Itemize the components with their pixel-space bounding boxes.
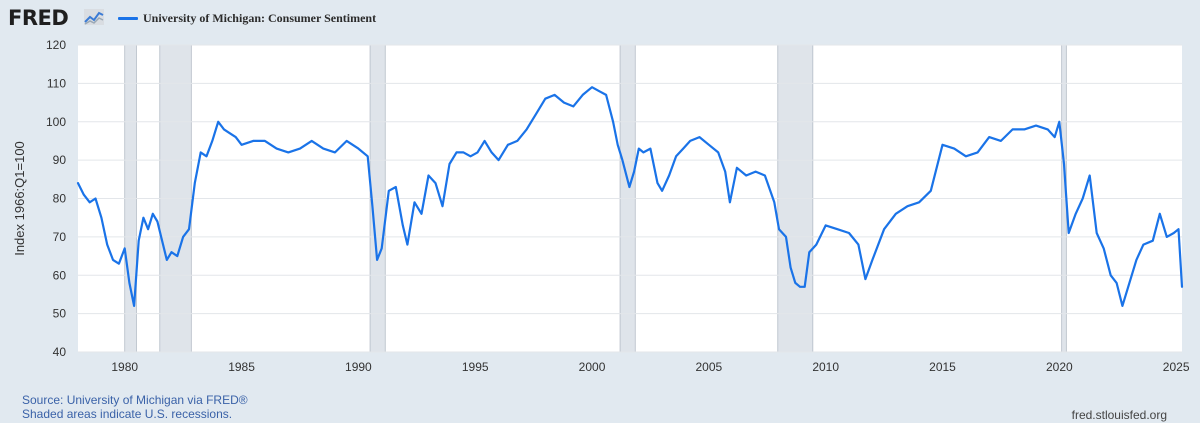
x-tick-label: 2010 (812, 360, 839, 374)
legend-swatch (118, 17, 138, 20)
y-tick-label: 70 (53, 230, 67, 244)
x-tick-label: 2015 (929, 360, 956, 374)
recession-note: Shaded areas indicate U.S. recessions. (22, 407, 233, 421)
y-tick-label: 90 (53, 153, 67, 167)
x-tick-label: 2005 (696, 360, 723, 374)
x-tick-label: 1995 (462, 360, 489, 374)
y-tick-label: 40 (53, 345, 67, 359)
chart-line-icon (84, 9, 104, 25)
x-tick-label: 2020 (1046, 360, 1073, 374)
x-tick-label: 2000 (579, 360, 606, 374)
x-tick-label: 1980 (111, 360, 138, 374)
y-tick-label: 100 (46, 115, 66, 129)
y-tick-label: 60 (53, 268, 67, 282)
x-tick-label: 1985 (228, 360, 255, 374)
y-tick-label: 80 (53, 192, 67, 206)
chart-legend[interactable]: University of Michigan: Consumer Sentime… (118, 11, 376, 26)
x-tick-label: 1990 (345, 360, 372, 374)
y-tick-label: 120 (46, 38, 66, 52)
series-line (76, 86, 1184, 307)
y-tick-label: 110 (47, 76, 66, 90)
legend-series-label: University of Michigan: Consumer Sentime… (143, 11, 377, 25)
x-tick-label: 2025 (1163, 360, 1190, 374)
y-tick-label: 50 (53, 307, 67, 321)
footer-source: Source: University of Michigan via FRED®… (22, 393, 248, 421)
footer-site[interactable]: fred.stlouisfed.org (1071, 408, 1167, 422)
chart-header: FRED University of Michigan: Consumer Se… (0, 0, 1200, 36)
source-text: Source: University of Michigan via FRED® (22, 393, 248, 407)
y-axis-label: Index 1966:Q1=100 (12, 141, 27, 256)
fred-logo[interactable]: FRED (8, 6, 69, 30)
